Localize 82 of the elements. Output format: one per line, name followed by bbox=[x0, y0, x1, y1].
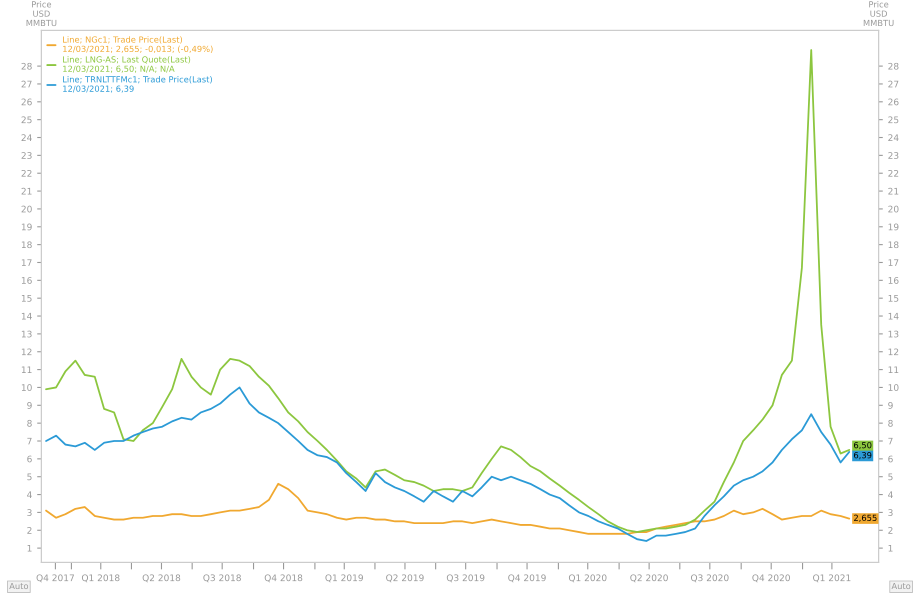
y-tick-label: 6 bbox=[27, 456, 32, 462]
y2-tick-label: 25 bbox=[888, 116, 898, 124]
y-tick-label: 1 bbox=[28, 544, 32, 552]
y2-tick-label: 14 bbox=[888, 312, 899, 320]
text: Auto bbox=[892, 582, 910, 590]
legend-label: Line; NGc1; Trade Price(Last) 12/03/2021; 2,655; -0,013; (-0,49%) bbox=[63, 36, 213, 53]
annotation: 6,50 bbox=[854, 442, 872, 450]
y2-axis-title: Price USD MMBTU bbox=[864, 1, 894, 26]
legend-label: Line; LNG-AS; Last Quote(Last) 12/03/2021; 6,50; N/A; N/A bbox=[63, 56, 190, 73]
x-tick-label: Q1 2019 bbox=[325, 574, 363, 582]
x-tick-label: Q4 2018 bbox=[264, 574, 302, 582]
y-tick-label: 8 bbox=[27, 420, 32, 427]
y2-tick-label: 2 bbox=[888, 526, 892, 534]
y2-tick-label: 15 bbox=[888, 295, 898, 302]
y-tick-label: 21 bbox=[22, 188, 32, 194]
y2-tick-label: 7 bbox=[888, 438, 893, 444]
y-tick-label: 4 bbox=[27, 491, 32, 498]
x-tick-label: Q1 2020 bbox=[568, 574, 606, 582]
y-tick-label: 26 bbox=[22, 98, 32, 106]
x-tick-label: Q1 2018 bbox=[82, 574, 120, 582]
y2-tick-label: 22 bbox=[888, 170, 898, 177]
y-tick-label: 13 bbox=[22, 330, 32, 338]
y2-tick-label: 28 bbox=[888, 62, 898, 70]
y-tick-label: 15 bbox=[22, 295, 32, 302]
y-tick-label: 7 bbox=[27, 438, 32, 444]
line-series bbox=[45, 386, 850, 542]
y-tick-label: 23 bbox=[22, 152, 32, 159]
y-tick-label: 18 bbox=[22, 241, 32, 248]
y-tick-label: 10 bbox=[22, 384, 32, 392]
annotation: 2,655 bbox=[854, 514, 877, 522]
y2-tick-label: 17 bbox=[888, 259, 898, 266]
y-tick-label: 14 bbox=[22, 312, 32, 320]
y-tick-label: 22 bbox=[22, 170, 32, 177]
y2-tick-label: 11 bbox=[888, 366, 898, 374]
x-tick-label: Q2 2019 bbox=[386, 574, 424, 582]
y-tick-label: 28 bbox=[22, 62, 32, 70]
y-tick-label: 19 bbox=[22, 224, 32, 230]
line-series bbox=[45, 482, 850, 535]
y-tick-label: 12 bbox=[22, 348, 32, 356]
y-tick-label: 2 bbox=[27, 526, 32, 534]
text: Auto bbox=[9, 582, 28, 590]
x-tick-label: Q3 2019 bbox=[446, 574, 484, 582]
y2-tick-label: 9 bbox=[888, 402, 893, 409]
y-tick-label: 11 bbox=[22, 366, 32, 374]
x-tick-label: Q3 2018 bbox=[203, 574, 241, 582]
y2-tick-label: 23 bbox=[888, 152, 898, 159]
y-tick-label: 3 bbox=[27, 509, 32, 516]
annotation: 6,39 bbox=[854, 452, 872, 460]
y-axis-title: Price USD MMBTU bbox=[26, 1, 56, 26]
y2-tick-label: 26 bbox=[888, 98, 899, 106]
y2-tick-label: 16 bbox=[888, 277, 899, 284]
y2-tick-label: 13 bbox=[888, 330, 898, 338]
y-tick-label: 20 bbox=[22, 206, 32, 212]
y-tick-label: 9 bbox=[27, 402, 32, 409]
y2-tick-label: 27 bbox=[888, 80, 898, 88]
legend-label: Line; TRNLTTFMc1; Trade Price(Last) 12/03/2021; 6,39 bbox=[63, 76, 212, 93]
y-tick-label: 16 bbox=[22, 277, 32, 284]
y2-tick-label: 20 bbox=[888, 206, 899, 212]
y2-tick-label: 4 bbox=[888, 491, 893, 498]
x-tick-label: Q2 2020 bbox=[630, 574, 668, 582]
y2-tick-label: 19 bbox=[888, 224, 898, 230]
x-tick-label: Q4 2017 bbox=[36, 574, 74, 582]
y-tick-label: 24 bbox=[22, 134, 32, 141]
y-tick-label: 17 bbox=[22, 259, 32, 266]
y2-tick-label: 18 bbox=[888, 241, 898, 248]
y2-tick-label: 12 bbox=[888, 348, 898, 356]
y2-tick-label: 1 bbox=[888, 544, 893, 552]
y-tick-label: 5 bbox=[27, 474, 32, 480]
y2-tick-label: 6 bbox=[888, 456, 893, 462]
x-tick-label: Q2 2018 bbox=[142, 574, 180, 582]
y-tick-label: 27 bbox=[22, 80, 32, 88]
x-tick-label: Q1 2021 bbox=[813, 574, 850, 582]
y-tick-label: 25 bbox=[22, 116, 32, 124]
y2-tick-label: 21 bbox=[888, 188, 898, 194]
x-tick-label: Q3 2020 bbox=[690, 574, 729, 582]
x-tick-label: Q4 2020 bbox=[752, 574, 790, 582]
x-tick-label: Q4 2019 bbox=[508, 574, 546, 582]
y2-tick-label: 10 bbox=[888, 384, 899, 392]
y2-tick-label: 8 bbox=[888, 420, 893, 427]
y2-tick-label: 24 bbox=[888, 134, 899, 141]
y2-tick-label: 5 bbox=[888, 474, 893, 480]
y2-tick-label: 3 bbox=[888, 509, 893, 516]
